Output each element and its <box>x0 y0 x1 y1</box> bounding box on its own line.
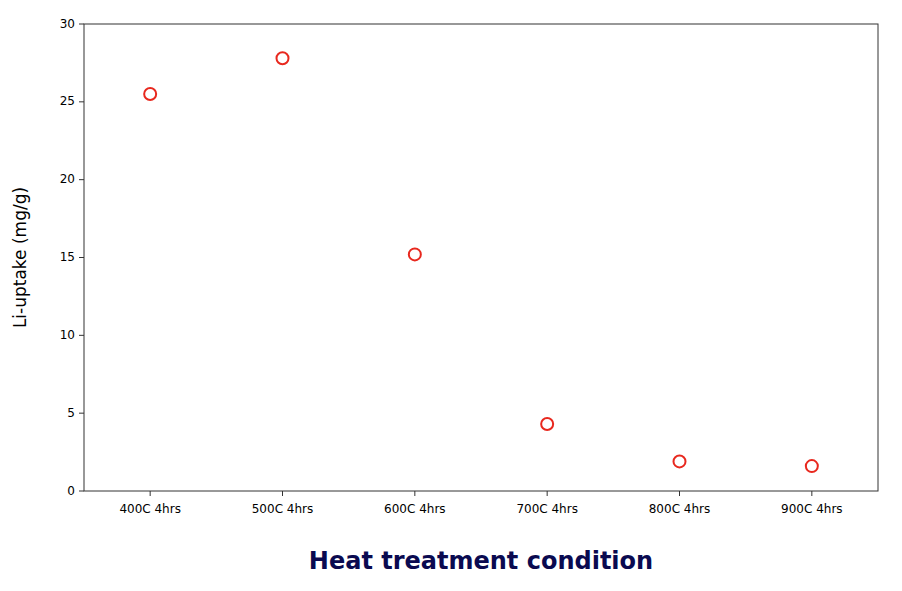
x-tick <box>811 491 812 496</box>
y-axis-label: Li-uptake (mg/g) <box>10 187 30 328</box>
x-tick <box>150 491 151 496</box>
scatter-point <box>277 52 289 64</box>
chart-svg: 0 5 10 15 20 25 30 400C 4hrs 500C 4hrs 600C 4hrs 7… <box>0 0 902 591</box>
y-tick-label: 25 <box>60 94 75 108</box>
y-tick-label: 20 <box>60 172 75 186</box>
y-tick <box>79 24 84 25</box>
plot-frame <box>84 24 878 491</box>
y-tick-label: 10 <box>60 328 75 342</box>
scatter-point <box>409 248 421 260</box>
x-tick-label: 700C 4hrs <box>516 502 578 516</box>
y-tick <box>79 491 84 492</box>
x-axis-label: Heat treatment condition <box>309 547 653 575</box>
y-tick-label: 5 <box>67 406 75 420</box>
y-tick-label: 15 <box>60 250 75 264</box>
x-tick-label: 400C 4hrs <box>119 502 181 516</box>
y-tick-label: 30 <box>60 17 75 31</box>
x-tick <box>679 491 680 496</box>
scatter-point <box>144 88 156 100</box>
y-tick <box>79 179 84 180</box>
chart-container: 0 5 10 15 20 25 30 400C 4hrs 500C 4hrs 600C 4hrs 7… <box>0 0 902 591</box>
x-tick <box>282 491 283 496</box>
scatter-point <box>806 460 818 472</box>
background <box>0 0 902 591</box>
scatter-point <box>674 455 686 467</box>
y-tick <box>79 101 84 102</box>
plot: 0 5 10 15 20 25 30 400C 4hrs 500C 4hrs 600C 4hrs 7… <box>60 17 878 517</box>
x-tick-label: 500C 4hrs <box>252 502 314 516</box>
y-tick-label: 0 <box>67 484 75 498</box>
scatter-point <box>541 418 553 430</box>
y-tick <box>79 257 84 258</box>
x-tick-label: 900C 4hrs <box>781 502 843 516</box>
x-tick-label: 800C 4hrs <box>649 502 711 516</box>
x-tick <box>414 491 415 496</box>
y-tick <box>79 335 84 336</box>
x-tick <box>547 491 548 496</box>
y-tick <box>79 413 84 414</box>
x-tick-label: 600C 4hrs <box>384 502 446 516</box>
points <box>144 52 818 472</box>
